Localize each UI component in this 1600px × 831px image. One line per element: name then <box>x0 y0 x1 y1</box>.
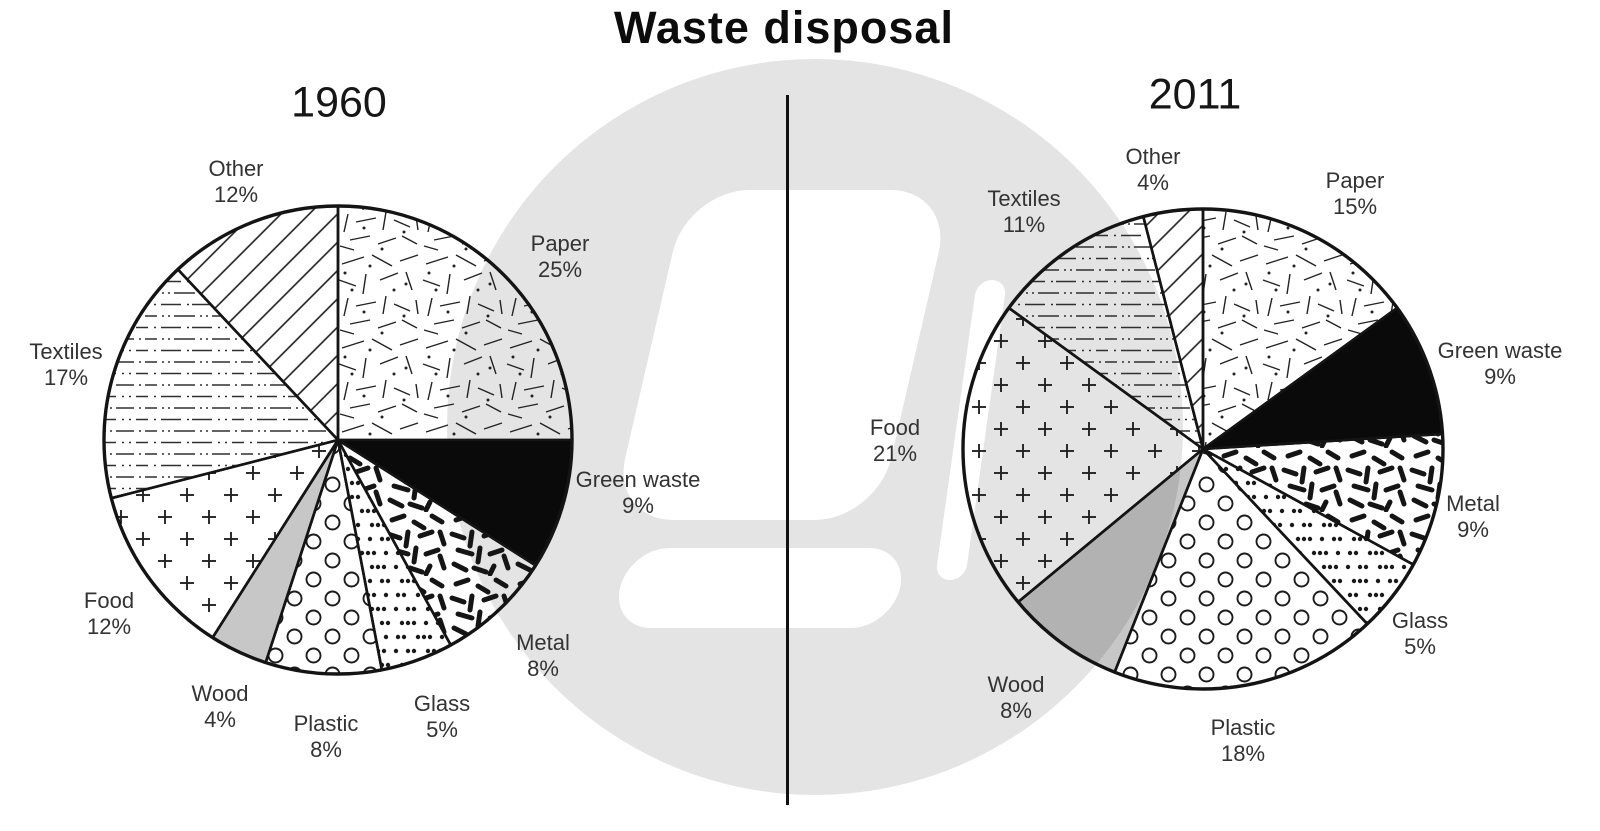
slice-label-value: 8% <box>527 656 559 681</box>
slice-label-name: Paper <box>1325 168 1385 193</box>
slice-label-name: Plastic <box>1210 715 1276 740</box>
slice-label-1960-food: Food 12% <box>84 588 134 640</box>
slice-label-1960-paper: Paper 25% <box>531 231 590 283</box>
slice-label-name: Glass <box>1391 608 1449 633</box>
chart-year-1960: 1960 <box>291 78 387 127</box>
slice-label-name: Wood <box>987 672 1045 697</box>
slice-label-value: 4% <box>204 707 236 732</box>
slice-label-name: Glass <box>413 691 471 716</box>
slice-label-value: 8% <box>310 737 342 762</box>
slice-label-1960-plastic: Plastic 8% <box>294 711 359 763</box>
slice-label-value: 9% <box>622 493 654 518</box>
slice-label-name: Food <box>83 588 135 613</box>
slice-label-2011-green-waste: Green waste 9% <box>1438 338 1563 390</box>
slice-label-1960-metal: Metal 8% <box>516 630 570 682</box>
slice-label-value: 12% <box>213 182 259 207</box>
slice-label-name: Green waste <box>1437 338 1563 363</box>
chart-year-2011: 2011 <box>1148 70 1242 119</box>
slice-label-name: Textiles <box>987 186 1061 211</box>
slice-label-value: 25% <box>537 257 583 282</box>
slice-label-2011-wood: Wood 8% <box>987 672 1044 724</box>
slice-label-name: Other <box>208 156 264 181</box>
slice-label-name: Paper <box>530 231 590 256</box>
slice-label-2011-food: Food 21% <box>870 415 920 467</box>
pie-1960 <box>102 204 574 676</box>
slice-label-1960-green-waste: Green waste 9% <box>576 467 701 519</box>
slice-label-1960-textiles: Textiles 17% <box>29 339 102 391</box>
slice-label-value: 4% <box>1137 170 1169 195</box>
slice-label-value: 18% <box>1220 741 1266 766</box>
slice-label-value: 9% <box>1457 517 1489 542</box>
slice-label-1960-wood: Wood 4% <box>191 681 248 733</box>
slice-label-value: 9% <box>1484 364 1516 389</box>
slice-label-2011-glass: Glass 5% <box>1392 608 1448 660</box>
slice-label-1960-glass: Glass 5% <box>414 691 470 743</box>
slice-label-1960-other: Other 12% <box>208 156 263 208</box>
slice-label-2011-plastic: Plastic 18% <box>1211 715 1276 767</box>
slice-label-value: 5% <box>426 717 458 742</box>
slice-label-value: 17% <box>43 365 89 390</box>
slice-label-value: 21% <box>872 441 918 466</box>
slice-label-name: Metal <box>1446 491 1500 516</box>
pie-1960-rim <box>102 204 574 676</box>
slice-label-name: Wood <box>191 681 249 706</box>
slice-label-value: 15% <box>1332 194 1378 219</box>
slice-label-value: 5% <box>1404 634 1436 659</box>
slice-label-2011-textiles: Textiles 11% <box>987 186 1060 238</box>
slice-label-name: Plastic <box>293 711 359 736</box>
pie-2011 <box>961 207 1445 691</box>
slice-label-value: 12% <box>86 614 132 639</box>
slice-label-2011-metal: Metal 9% <box>1446 491 1500 543</box>
pie-2011-rim <box>961 207 1445 691</box>
slice-label-value: 8% <box>1000 698 1032 723</box>
slice-label-name: Food <box>869 415 921 440</box>
slice-label-name: Metal <box>516 630 570 655</box>
slice-label-name: Textiles <box>29 339 103 364</box>
vertical-divider <box>786 95 789 805</box>
slice-label-name: Green waste <box>575 467 701 492</box>
slice-label-name: Other <box>1125 144 1181 169</box>
slice-label-2011-other: Other 4% <box>1125 144 1180 196</box>
page-title: Waste disposal <box>614 2 954 53</box>
slice-label-2011-paper: Paper 15% <box>1326 168 1385 220</box>
slice-label-value: 11% <box>1002 212 1046 237</box>
